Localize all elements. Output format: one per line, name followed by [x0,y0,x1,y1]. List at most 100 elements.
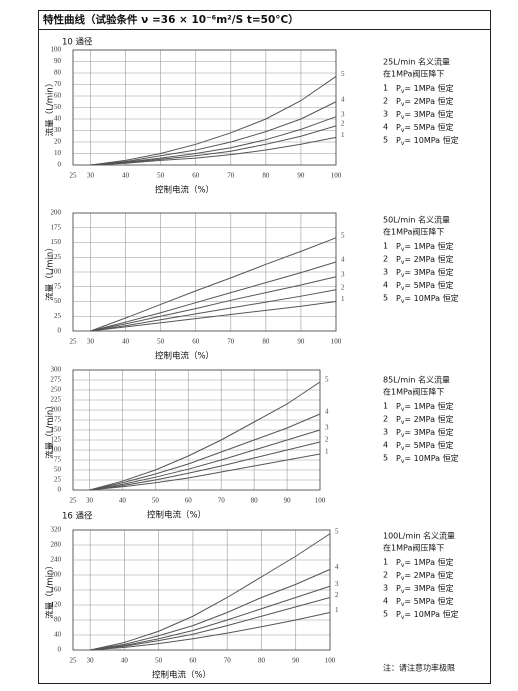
curve [90,125,337,166]
y-tick-label: 0 [58,486,62,494]
y-axis-label: 流量（L/min） [45,561,56,619]
note-value: = 5MPa 恒定 [404,596,453,606]
note-text: Pv= 5MPa 恒定 [396,440,454,452]
x-axis-label: 控制电流（%） [152,670,211,681]
note-subscript: v [401,285,405,292]
page-title: 特性曲线（试验条件 ν =36 × 10⁻⁶m²/S t=50°C） [43,13,299,26]
note-index: 1 [383,84,388,93]
note-index: 2 [383,97,388,106]
x-tick-label: 100 [325,657,336,665]
y-tick-label: 120 [51,601,62,609]
note-value: = 10MPa 恒定 [404,293,458,303]
x-tick-label: 100 [315,497,326,505]
note-text: Pv= 5MPa 恒定 [396,122,454,134]
note-subscript: v [401,259,405,266]
curve-label: 3 [341,270,345,278]
note-text: Pv= 3MPa 恒定 [396,583,454,595]
x-tick-label: 70 [227,172,235,180]
note-text: Pv= 10MPa 恒定 [396,453,459,465]
note-symbol: P [396,242,401,251]
y-tick-label: 175 [51,223,62,231]
x-tick-label: 30 [87,338,95,346]
curve-label: 1 [341,295,345,303]
y-tick-label: 25 [54,476,62,484]
x-tick-label: 40 [122,338,130,346]
note-symbol: P [396,136,401,145]
note-text: Pv= 3MPa 恒定 [396,109,454,121]
y-tick-label: 25 [54,312,62,320]
note-text: Pv= 1MPa 恒定 [396,241,454,253]
note-index: 3 [383,110,388,119]
curve-label: 2 [335,591,339,599]
note-text: Pv= 1MPa 恒定 [396,557,454,569]
note-symbol: P [396,558,401,567]
y-tick-label: 175 [51,416,62,424]
curve-label: 2 [325,436,329,444]
curve [90,597,331,651]
note-subscript: v [401,272,405,279]
curve [90,261,337,332]
x-tick-label: 80 [258,657,266,665]
note-value: = 10MPa 恒定 [404,609,458,619]
y-tick-label: 75 [54,456,62,464]
curve-label: 4 [335,563,339,571]
note-symbol: P [396,294,401,303]
x-tick-label: 25 [70,497,78,505]
note-subscript: v [401,432,405,439]
y-tick-label: 100 [51,446,62,454]
note-symbol: P [396,281,401,290]
curve [90,136,337,166]
x-tick-label: 40 [121,657,129,665]
x-tick-label: 70 [218,497,226,505]
y-tick-label: 40 [54,631,62,639]
footnote: 注：请注意功率极限 [383,663,455,673]
x-tick-label: 40 [122,172,130,180]
y-tick-label: 60 [54,92,62,100]
x-tick-label: 90 [297,172,305,180]
note-value: = 2MPa 恒定 [404,570,453,580]
x-tick-label: 80 [262,338,270,346]
curve-label: 3 [325,424,329,432]
note-subscript: v [401,246,405,253]
x-tick-label: 30 [87,172,95,180]
note-text: Pv= 2MPa 恒定 [396,254,454,266]
x-tick-label: 100 [331,172,342,180]
x-tick-label: 60 [192,338,200,346]
note-value: = 2MPa 恒定 [404,414,453,424]
note-index: 4 [383,281,388,290]
note-subscript: v [401,140,405,147]
note-value: = 1MPa 恒定 [404,241,453,251]
curve-label: 3 [341,110,345,118]
curve [90,301,337,332]
x-tick-label: 25 [70,172,78,180]
note-symbol: P [396,610,401,619]
chart-subtitle: 10 通径 [62,37,93,48]
note-text: Pv= 10MPa 恒定 [396,609,459,621]
x-tick-label: 25 [70,338,78,346]
note-symbol: P [396,402,401,411]
x-tick-label: 30 [87,657,95,665]
note-value: = 3MPa 恒定 [404,109,453,119]
note-value: = 1MPa 恒定 [404,83,453,93]
note-flow: 50L/min 名义流量 [383,215,450,225]
curve [90,612,331,651]
note-subscript: v [401,101,405,108]
note-symbol: P [396,268,401,277]
x-tick-label: 60 [192,172,200,180]
note-subscript: v [401,406,405,413]
y-tick-label: 90 [54,57,62,65]
chart-subtitle: 16 通径 [62,511,93,522]
note-symbol: P [396,454,401,463]
note-text: Pv= 2MPa 恒定 [396,570,454,582]
note-condition: 在1MPa阀压降下 [383,387,444,397]
note-index: 4 [383,597,388,606]
x-tick-label: 50 [157,338,165,346]
note-subscript: v [401,562,405,569]
y-tick-label: 225 [51,396,62,404]
curve [90,76,337,166]
y-tick-label: 150 [51,238,62,246]
curve [90,101,337,166]
y-tick-label: 40 [54,115,62,123]
y-tick-label: 275 [51,376,62,384]
y-tick-label: 125 [51,253,62,261]
